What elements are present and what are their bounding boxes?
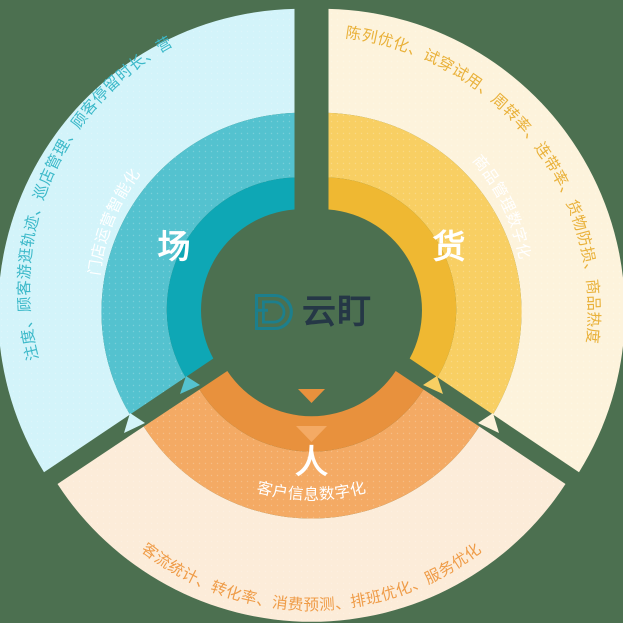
- sector-huo-inner-arc: [328, 177, 457, 378]
- sector-huo-key-label: 货: [433, 227, 466, 266]
- notch-huo-out-icon: [478, 413, 499, 433]
- sector-ren-inner-arc: [199, 371, 424, 452]
- center-hub: 云盯: [196, 196, 427, 427]
- band-notch-markers: [124, 376, 499, 442]
- notch-ren-mid-icon: [298, 389, 325, 403]
- sector-chang[interactable]: 场 门店运营智能化 区域关注度、顾客游逛轨迹、巡店管理、顾客停留时长、营销活动: [0, 0, 295, 473]
- notch-ren-outer-icon: [296, 426, 327, 442]
- sector-chang-inner-arc: [166, 177, 295, 378]
- sector-chang-key-label: 场: [158, 227, 191, 266]
- notch-huo-mid-icon: [423, 376, 443, 394]
- sector-ren-outer-arc-dots: [57, 426, 566, 622]
- sector-ren-key-label: 人: [295, 442, 328, 481]
- sector-ren[interactable]: 人 客户信息数字化 客流统计、转化率、消费预测、排班优化、服务优化: [57, 371, 566, 622]
- notch-chang-out-icon: [124, 413, 145, 433]
- yunding-d-logo-icon: [254, 293, 293, 330]
- notch-chang-mid-icon: [180, 376, 200, 394]
- sector-ren-middle-arc-dots: [143, 389, 480, 519]
- brand-logo: 云盯: [251, 290, 372, 334]
- sector-huo-middle-arc-dots: [328, 112, 522, 415]
- sector-chang-middle-arc-dots: [101, 112, 295, 415]
- brand-logo-text: 云盯: [302, 291, 372, 332]
- sector-chang-outer-arc-dots: [0, 8, 295, 473]
- sector-huo-outer-arc-dots: [328, 8, 623, 473]
